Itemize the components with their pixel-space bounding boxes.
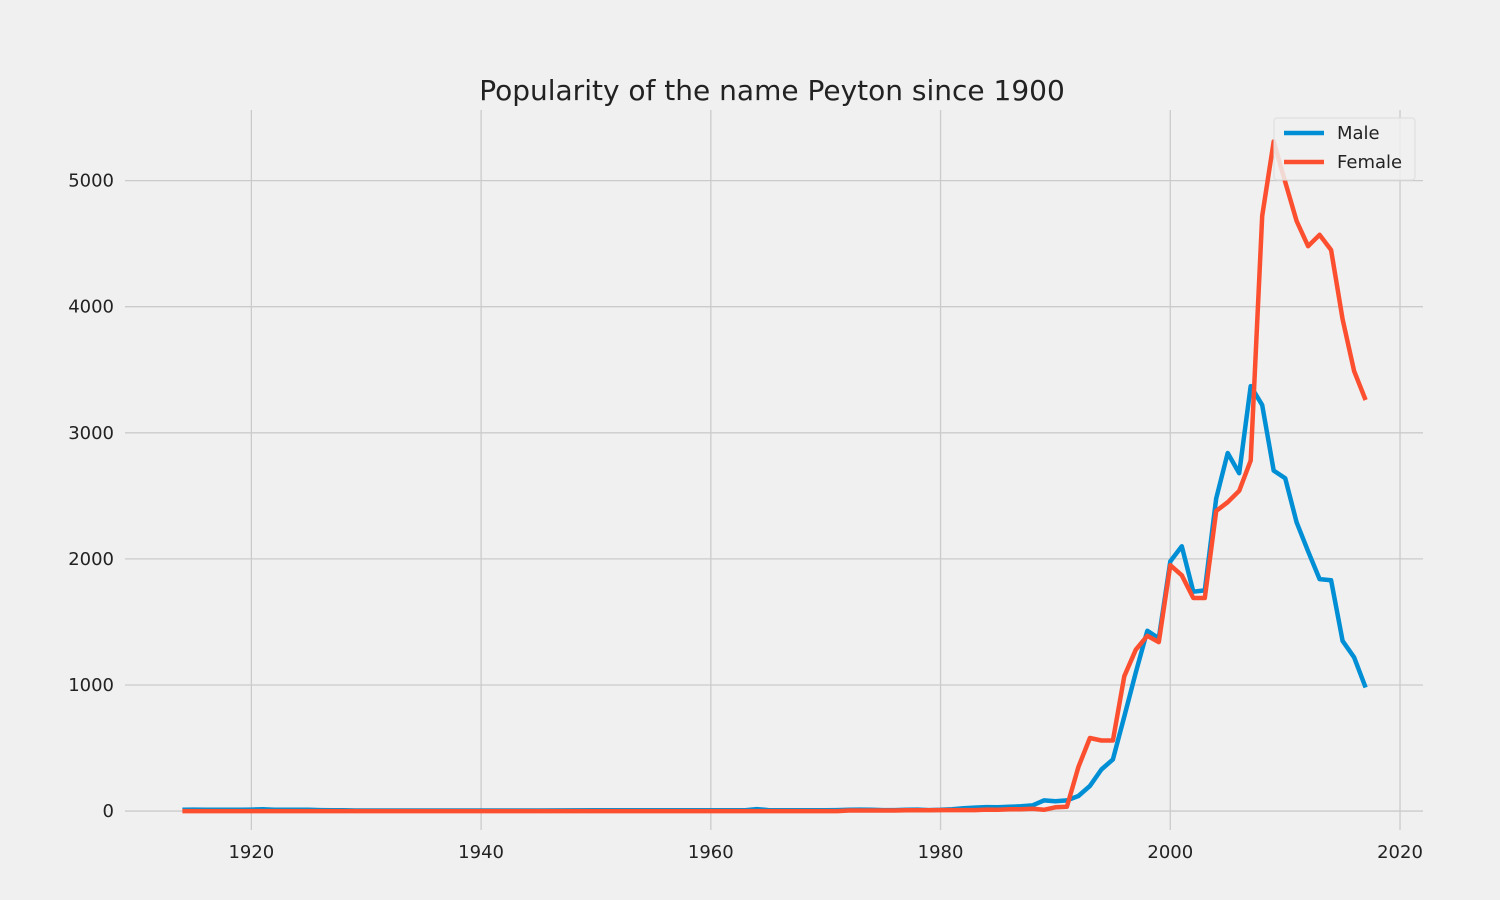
grid-lines	[125, 110, 1423, 830]
y-tick-label: 4000	[68, 297, 114, 318]
series-line-female	[182, 139, 1368, 814]
legend: Male Female	[1273, 117, 1416, 181]
chart-title: Popularity of the name Peyton since 1900	[479, 74, 1065, 107]
y-tick-label: 5000	[68, 171, 114, 192]
x-tick-label: 1960	[688, 842, 734, 863]
series-lines	[182, 139, 1368, 814]
y-tick-label: 3000	[68, 423, 114, 444]
x-tick-label: 1920	[228, 842, 274, 863]
y-tick-label: 1000	[68, 675, 114, 696]
x-tick-label: 1980	[918, 842, 964, 863]
y-tick-label: 2000	[68, 549, 114, 570]
legend-label-male: Male	[1337, 123, 1380, 144]
x-tick-label: 2020	[1377, 842, 1423, 863]
y-tick-label: 0	[103, 801, 114, 822]
y-axis-ticks: 0 1000 2000 3000 4000 5000	[68, 171, 114, 822]
x-tick-label: 1940	[458, 842, 504, 863]
x-tick-label: 2000	[1147, 842, 1193, 863]
x-axis-ticks: 1920 1940 1960 1980 2000 2020	[228, 842, 1422, 863]
legend-label-female: Female	[1337, 152, 1402, 173]
